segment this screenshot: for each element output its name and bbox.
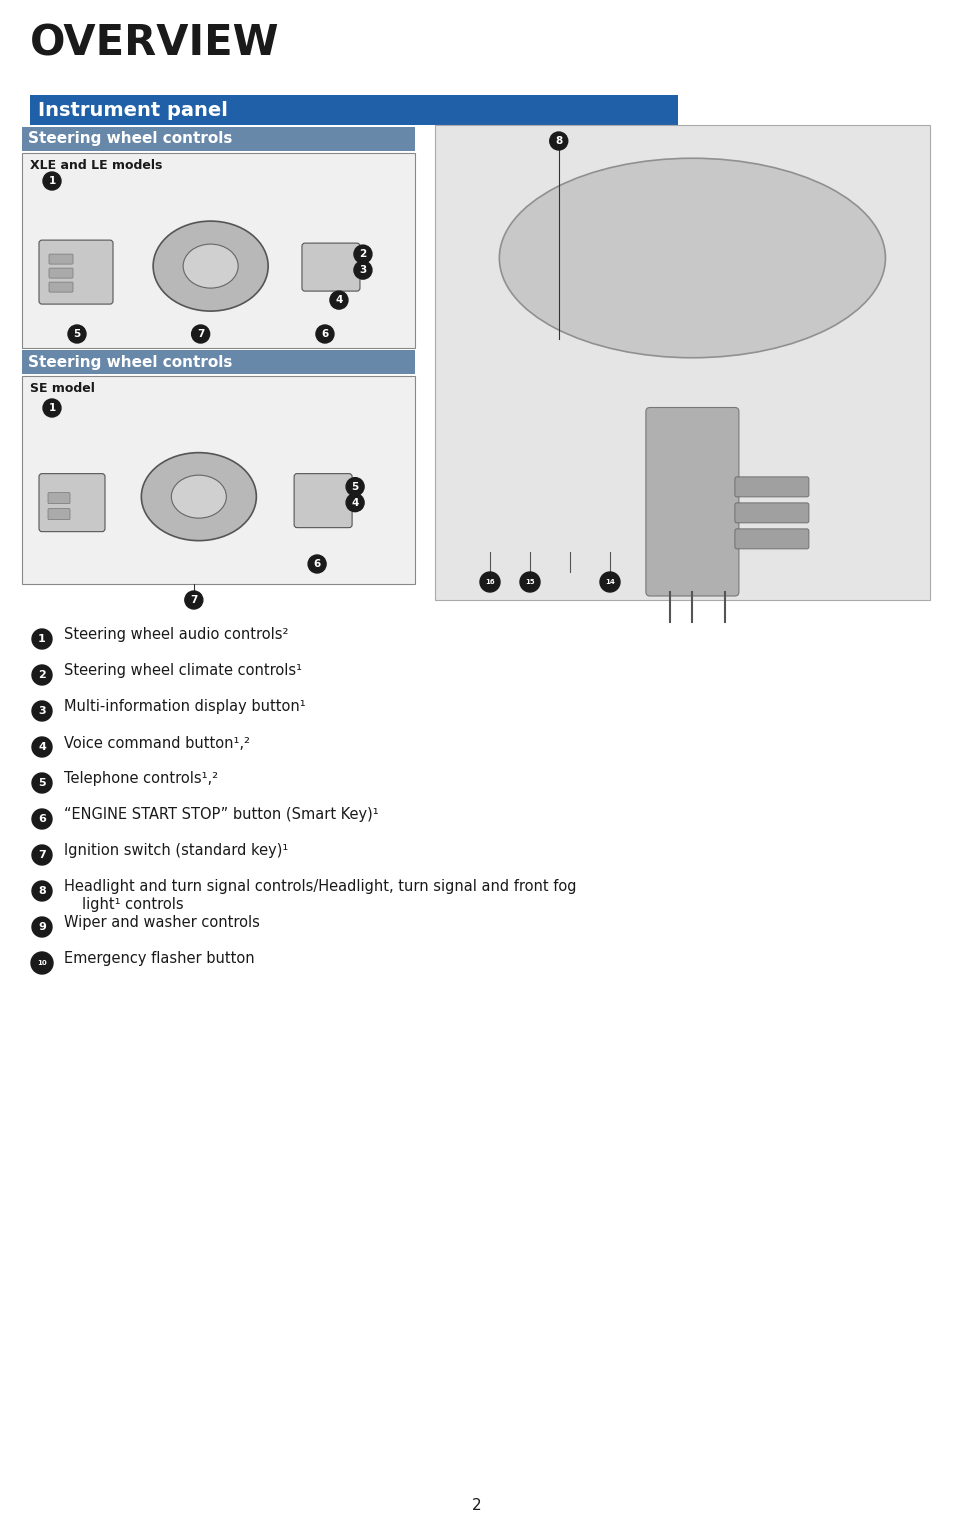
Text: Wiper and washer controls: Wiper and washer controls xyxy=(64,916,259,930)
FancyBboxPatch shape xyxy=(39,240,112,304)
Text: 7: 7 xyxy=(190,596,197,605)
Text: 3: 3 xyxy=(38,705,46,716)
Text: Multi-information display button¹: Multi-information display button¹ xyxy=(64,699,305,715)
Text: XLE and LE models: XLE and LE models xyxy=(30,159,162,173)
Ellipse shape xyxy=(183,244,238,289)
Text: 4: 4 xyxy=(38,742,46,751)
Text: 7: 7 xyxy=(38,851,46,860)
Text: 1: 1 xyxy=(49,176,55,186)
Circle shape xyxy=(32,629,52,649)
Text: Voice command button¹,²: Voice command button¹,² xyxy=(64,736,250,750)
FancyBboxPatch shape xyxy=(39,473,105,531)
Circle shape xyxy=(32,664,52,686)
Circle shape xyxy=(519,573,539,592)
Text: 15: 15 xyxy=(525,579,535,585)
Text: 1: 1 xyxy=(38,634,46,644)
FancyBboxPatch shape xyxy=(22,153,415,348)
Text: 6: 6 xyxy=(314,559,320,570)
Text: SE model: SE model xyxy=(30,382,94,395)
Circle shape xyxy=(192,325,210,344)
Circle shape xyxy=(32,918,52,938)
FancyBboxPatch shape xyxy=(49,282,73,292)
Text: 5: 5 xyxy=(38,777,46,788)
FancyBboxPatch shape xyxy=(435,125,929,600)
FancyBboxPatch shape xyxy=(48,493,70,504)
Circle shape xyxy=(599,573,619,592)
Circle shape xyxy=(354,246,372,263)
Circle shape xyxy=(32,881,52,901)
FancyBboxPatch shape xyxy=(734,528,808,548)
Ellipse shape xyxy=(141,452,256,541)
Circle shape xyxy=(32,773,52,793)
Circle shape xyxy=(43,173,61,189)
FancyBboxPatch shape xyxy=(294,473,352,528)
Circle shape xyxy=(32,701,52,721)
Text: 16: 16 xyxy=(485,579,495,585)
Text: Steering wheel audio controls²: Steering wheel audio controls² xyxy=(64,628,288,643)
Text: Telephone controls¹,²: Telephone controls¹,² xyxy=(64,771,218,786)
Text: 8: 8 xyxy=(555,136,561,147)
Text: Steering wheel climate controls¹: Steering wheel climate controls¹ xyxy=(64,664,302,678)
FancyBboxPatch shape xyxy=(48,508,70,519)
Circle shape xyxy=(549,131,567,150)
Text: 14: 14 xyxy=(604,579,615,585)
Circle shape xyxy=(68,325,86,344)
Text: 6: 6 xyxy=(321,328,328,339)
Text: Ignition switch (standard key)¹: Ignition switch (standard key)¹ xyxy=(64,843,288,858)
Circle shape xyxy=(479,573,499,592)
Circle shape xyxy=(308,554,326,573)
Ellipse shape xyxy=(498,159,884,357)
FancyBboxPatch shape xyxy=(302,243,359,292)
Text: 9: 9 xyxy=(38,922,46,931)
Text: 10: 10 xyxy=(37,960,47,967)
Text: 2: 2 xyxy=(472,1498,481,1513)
Text: 3: 3 xyxy=(359,266,366,275)
Text: Instrument panel: Instrument panel xyxy=(38,101,228,119)
Circle shape xyxy=(32,809,52,829)
Circle shape xyxy=(346,493,364,512)
Circle shape xyxy=(346,478,364,496)
FancyBboxPatch shape xyxy=(49,269,73,278)
Text: “ENGINE START STOP” button (Smart Key)¹: “ENGINE START STOP” button (Smart Key)¹ xyxy=(64,808,378,823)
Text: 7: 7 xyxy=(196,328,204,339)
FancyBboxPatch shape xyxy=(734,476,808,496)
Text: 4: 4 xyxy=(351,498,358,507)
FancyBboxPatch shape xyxy=(22,350,415,374)
FancyBboxPatch shape xyxy=(645,408,739,596)
Ellipse shape xyxy=(153,221,268,312)
Text: Emergency flasher button: Emergency flasher button xyxy=(64,951,254,967)
Text: Steering wheel controls: Steering wheel controls xyxy=(28,131,233,147)
FancyBboxPatch shape xyxy=(49,253,73,264)
FancyBboxPatch shape xyxy=(734,502,808,522)
FancyBboxPatch shape xyxy=(22,376,415,583)
Circle shape xyxy=(30,951,53,974)
Text: 8: 8 xyxy=(38,886,46,896)
Text: 2: 2 xyxy=(359,249,366,260)
Circle shape xyxy=(43,399,61,417)
Text: Steering wheel controls: Steering wheel controls xyxy=(28,354,233,370)
Circle shape xyxy=(32,738,52,757)
Circle shape xyxy=(330,292,348,308)
Circle shape xyxy=(315,325,334,344)
Circle shape xyxy=(32,844,52,864)
FancyBboxPatch shape xyxy=(30,95,678,125)
Text: Headlight and turn signal controls/Headlight, turn signal and front fog: Headlight and turn signal controls/Headl… xyxy=(64,880,576,895)
Text: light¹ controls: light¹ controls xyxy=(82,898,183,913)
Text: 6: 6 xyxy=(38,814,46,825)
Text: OVERVIEW: OVERVIEW xyxy=(30,21,279,64)
Circle shape xyxy=(354,261,372,279)
Text: 1: 1 xyxy=(49,403,55,412)
Text: 2: 2 xyxy=(38,670,46,680)
Text: 5: 5 xyxy=(351,481,358,492)
Circle shape xyxy=(185,591,203,609)
Ellipse shape xyxy=(172,475,226,518)
Text: 4: 4 xyxy=(335,295,342,305)
Text: 5: 5 xyxy=(73,328,81,339)
FancyBboxPatch shape xyxy=(22,127,415,151)
